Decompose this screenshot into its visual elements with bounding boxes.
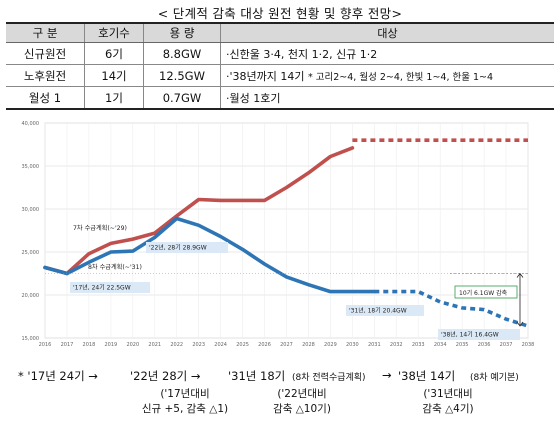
x-tick-label: 2030 [346, 342, 359, 348]
target-text: ·'38년까지 14기 [226, 69, 305, 83]
x-tick-label: 2027 [280, 342, 293, 348]
x-tick-label: 2021 [148, 342, 161, 348]
y-tick-label: 40,000 [22, 121, 40, 127]
note-line: 신규 +5, 감축 △1) [141, 403, 229, 415]
cell-units: 14기 [84, 64, 144, 87]
cell-category: 노후원전 [6, 64, 85, 87]
bracket-arrow [516, 272, 524, 278]
x-tick-label: 2031 [368, 342, 381, 348]
cell-target: ·'38년까지 14기 * 고리2~4, 월성 2~4, 한빛 1~4, 한울 … [220, 64, 554, 87]
note-line: ('31년대비 [423, 388, 473, 400]
x-tick-label: 2029 [324, 342, 337, 348]
table-row: 노후원전 14기 12.5GW ·'38년까지 14기 * 고리2~4, 월성 … [6, 64, 554, 87]
x-tick-label: 2034 [434, 342, 447, 348]
step-2031: '31년 18기 [228, 369, 286, 383]
annotation-2017-box [70, 282, 150, 293]
annotation-reduction: 10기 6.1GW 감축 [459, 289, 508, 297]
cell-units: 1기 [84, 86, 144, 110]
cell-target: ·월성 1호기 [220, 86, 554, 110]
chart-grid [44, 122, 529, 339]
x-tick-label: 2018 [83, 342, 96, 348]
note-2022: ('17년대비 신규 +5, 감축 △1) [135, 386, 235, 416]
series-line [43, 146, 355, 276]
step-2031-note: (8차 전력수급계획) [292, 373, 366, 383]
note-line: ('22년대비 [277, 388, 327, 400]
annotation-2031-box [346, 305, 424, 316]
step-2038: '38년 14기 [398, 369, 456, 383]
target-text: ·월성 1호기 [226, 91, 281, 105]
x-tick-label: 2036 [478, 342, 491, 348]
nuclear-status-table: 구 분 호기수 용 량 대상 신규원전 6기 8.8GW ·신한울 3·4, 천… [6, 22, 554, 110]
step-2022: '22년 28기 → [130, 369, 201, 383]
table-header-row: 구 분 호기수 용 량 대상 [6, 22, 554, 43]
x-tick-label: 2038 [522, 342, 535, 348]
x-tick-label: 2037 [500, 342, 513, 348]
chart-annotations: 7차 수급계획(~'29) 8차 수급계획(~'31) '17년, 24기 22.5… [45, 224, 528, 340]
cell-capacity: 12.5GW [143, 64, 221, 87]
note-2038: ('31년대비 감축 △4기) [408, 386, 488, 416]
x-tick-label: 2028 [302, 342, 315, 348]
bracket-arrow [516, 321, 524, 327]
x-tick-label: 2020 [126, 342, 139, 348]
x-tick-label: 2032 [390, 342, 403, 348]
x-tick-label: 2025 [236, 342, 249, 348]
note-line: 감축 △4기) [422, 403, 474, 415]
note-line: ('17년대비 [160, 388, 210, 400]
header-category: 구 분 [6, 22, 85, 43]
cell-target: ·신한울 3·4, 천지 1·2, 신규 1·2 [220, 42, 554, 65]
target-text: ·신한울 3·4, 천지 1·2, 신규 1·2 [226, 47, 378, 61]
y-tick-label: 35,000 [22, 164, 40, 170]
header-target: 대상 [220, 22, 554, 43]
x-tick-label: 2019 [104, 342, 117, 348]
cell-capacity: 0.7GW [143, 86, 221, 110]
x-tick-label: 2026 [258, 342, 271, 348]
x-tick-label: 2022 [170, 342, 183, 348]
y-tick-label: 20,000 [22, 293, 40, 299]
table-row: 신규원전 6기 8.8GW ·신한울 3·4, 천지 1·2, 신규 1·2 [6, 42, 554, 65]
step-arrow: → [382, 368, 392, 382]
step-2017: * '17년 24기 → [18, 369, 98, 383]
y-axis-ticks: 15,000 20,000 25,000 30,000 35,000 40,000 [22, 121, 40, 342]
y-tick-label: 25,000 [22, 250, 40, 256]
x-tick-label: 2024 [214, 342, 227, 348]
note-line: 감축 △10기) [273, 403, 331, 415]
capacity-chart: 15,000 20,000 25,000 30,000 35,000 40,000 201… [22, 121, 535, 348]
x-tick-label: 2016 [39, 342, 52, 348]
annotation-2022-box [146, 242, 228, 253]
x-tick-label: 2035 [456, 342, 469, 348]
x-axis-ticks: 2016 2017 2018 2019 2020 2021 2022 2023 2024 2025… [39, 342, 535, 348]
annotation-2017: '17년, 24기 22.5GW [73, 284, 131, 292]
cell-capacity: 8.8GW [143, 42, 221, 65]
table-row: 월성 1 1기 0.7GW ·월성 1호기 [6, 86, 554, 110]
x-tick-label: 2023 [192, 342, 205, 348]
y-tick-label: 30,000 [22, 207, 40, 213]
target-detail: * 고리2~4, 월성 2~4, 한빛 1~4, 한울 1~4 [308, 71, 494, 83]
x-tick-label: 2033 [412, 342, 425, 348]
note-2031: ('22년대비 감축 △10기) [262, 386, 342, 416]
cell-units: 6기 [84, 42, 144, 65]
annotation-7th-plan: 7차 수급계획(~'29) [73, 224, 127, 232]
header-capacity: 용 량 [143, 22, 221, 43]
series-line [43, 216, 377, 294]
chart-series [43, 138, 529, 328]
annotation-2038-box [438, 329, 520, 340]
annotation-2031: '31년, 18기 20.4GW [349, 307, 407, 315]
annotation-2022: '22년, 28기 28.9GW [149, 244, 207, 252]
annotation-2038: '38년, 14기 16.4GW [441, 331, 499, 339]
cell-category: 신규원전 [6, 42, 85, 65]
cell-category: 월성 1 [6, 86, 85, 110]
annotation-reduction-box [454, 285, 518, 299]
annotation-8th-plan: 8차 수급계획(~'31) [88, 263, 142, 271]
y-tick-label: 15,000 [22, 336, 40, 342]
page-title: < 단계적 감축 대상 원전 현황 및 향후 전망> [157, 6, 403, 21]
step-2038-note: (8차 예기본) [470, 373, 519, 383]
header-units: 호기수 [84, 22, 144, 43]
x-tick-label: 2017 [61, 342, 74, 348]
